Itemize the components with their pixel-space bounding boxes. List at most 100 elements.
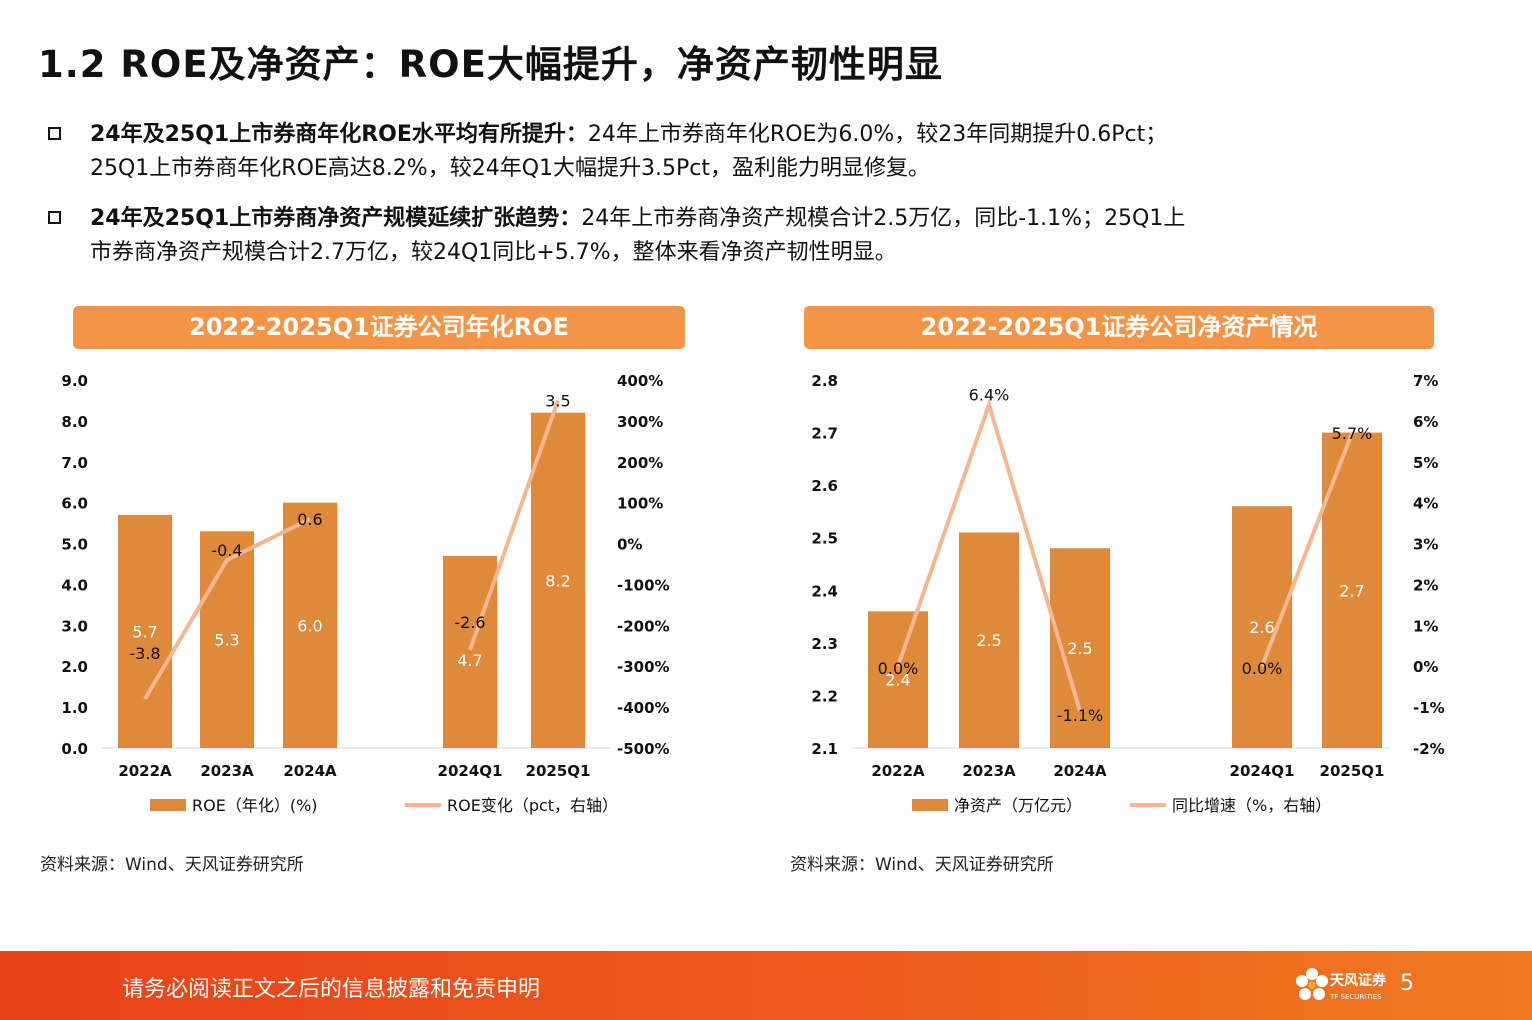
bullet-roe-text-2: 25Q1上市券商年化ROE高达8.2%，较24年Q1大幅提升3.5Pct，盈利能… — [90, 156, 930, 181]
page-title: 1.2 ROE及净资产：ROE大幅提升，净资产韧性明显 — [38, 43, 943, 86]
bar-value-label: 8.2 — [545, 571, 570, 590]
bar-value-label: 2.6 — [1249, 618, 1274, 637]
bar-value-label: 2.7 — [1339, 581, 1364, 600]
y-left-tick-label: 2.0 — [61, 658, 88, 676]
legend-bar-label: ROE（年化）(%) — [192, 796, 318, 815]
chart-net-assets: 2.1 2.2 2.3 2.4 2.5 2.6 2.7 2.8 -2% -1% 0% 1% 2% 3% 4%… — [811, 372, 1445, 815]
y-right-tick-label: 1% — [1413, 617, 1438, 635]
y-left-tick-label: 2.1 — [811, 740, 838, 758]
legend-line-label: ROE变化（pct，右轴） — [447, 796, 618, 815]
x-category-label: 2024A — [1053, 762, 1107, 780]
checkbox-square-icon — [48, 127, 61, 140]
line-series — [468, 399, 560, 651]
bullet-roe-text-1: 24年上市券商年化ROE为6.0%，较23年同期提升0.6Pct； — [587, 122, 1168, 147]
y-right-tick-label: -400% — [617, 699, 670, 717]
y-right-tick-label: 3% — [1413, 536, 1438, 554]
x-category-label: 2022A — [871, 762, 925, 780]
x-category-label: 2024A — [283, 762, 337, 780]
y-right-tick-label: 6% — [1413, 413, 1438, 431]
bar-value-label: 2.5 — [1067, 639, 1092, 658]
bar — [1232, 506, 1292, 748]
bullet-net-assets-text-2: 市券商净资产规模合计2.7万亿，较24Q1同比+5.7%，整体来看净资产韧性明显… — [90, 240, 897, 265]
legend-bar-swatch — [912, 799, 948, 811]
y-left-tick-label: 2.4 — [811, 582, 838, 600]
legend-bar-swatch — [150, 799, 186, 811]
y-right-tick-label: -500% — [617, 740, 670, 758]
line-series — [143, 517, 311, 700]
line-series — [896, 398, 1082, 712]
bar — [200, 531, 254, 748]
y-right-tick-label: 100% — [617, 495, 663, 513]
y-right-tick-label: 0% — [617, 536, 642, 554]
page-number: 5 — [1400, 971, 1414, 996]
y-right-tick-label: -100% — [617, 576, 670, 594]
y-left-tick-label: 2.8 — [811, 372, 838, 390]
y-left-tick-label: 2.2 — [811, 687, 838, 705]
x-category-label: 2024Q1 — [1230, 762, 1295, 780]
chart-net-assets-title: 2022-2025Q1证券公司净资产情况 — [804, 306, 1434, 349]
bullet-roe-heading: 24年及25Q1上市券商年化ROE水平均有所提升： — [90, 122, 588, 147]
y-left-tick-label: 5.0 — [61, 536, 88, 554]
logo-sub: TF SECURITIES — [1329, 993, 1382, 1001]
y-left-tick-label: 2.6 — [811, 477, 838, 495]
x-category-label: 2025Q1 — [526, 762, 591, 780]
line-value-label: 0.0% — [878, 659, 919, 678]
line-value-label: -1.1% — [1057, 706, 1103, 725]
y-left-tick-label: 4.0 — [61, 576, 88, 594]
y-left-tick-label: 0.0 — [61, 740, 88, 758]
y-left-tick-label: 9.0 — [61, 372, 88, 390]
y-left-tick-label: 7.0 — [61, 454, 88, 472]
checkbox-square-icon — [48, 211, 61, 224]
y-right-tick-label: 400% — [617, 372, 663, 390]
y-left-tick-label: 1.0 — [61, 699, 88, 717]
line-value-label: -0.4 — [211, 541, 242, 560]
y-left-tick-label: 2.3 — [811, 635, 838, 653]
bullet-net-assets-heading: 24年及25Q1上市券商净资产规模延续扩张趋势： — [90, 206, 582, 231]
bar — [443, 555, 497, 748]
x-category-label: 2024Q1 — [438, 762, 503, 780]
y-left-tick-label: 8.0 — [61, 413, 88, 431]
bar-value-label: 5.7 — [132, 622, 157, 641]
bar-value-label: 2.4 — [885, 671, 910, 690]
brand-logo: 天风证券 TF SECURITIES — [1292, 963, 1396, 1007]
bar-value-label: 2.5 — [976, 631, 1001, 650]
bar-value-label: 4.7 — [457, 651, 482, 670]
y-right-tick-label: 200% — [617, 454, 663, 472]
chart-roe-title: 2022-2025Q1证券公司年化ROE — [73, 306, 685, 349]
x-category-label: 2022A — [118, 762, 172, 780]
y-left-tick-label: 2.5 — [811, 530, 838, 548]
y-left-tick-label: 3.0 — [61, 617, 88, 635]
y-left-tick-label: 2.7 — [811, 425, 838, 443]
footer-disclaimer: 请务必阅读正文之后的信息披露和免责申明 — [122, 977, 541, 1002]
line-value-label: 6.4% — [969, 386, 1010, 405]
line-value-label: -3.8 — [129, 644, 160, 663]
y-right-tick-label: 2% — [1413, 576, 1438, 594]
x-category-label: 2023A — [962, 762, 1016, 780]
bar-value-label: 5.3 — [214, 631, 239, 650]
line-value-label: 0.0% — [1242, 659, 1283, 678]
footer-bar: 请务必阅读正文之后的信息披露和免责申明 5 — [0, 951, 1532, 1020]
y-right-tick-label: 300% — [617, 413, 663, 431]
chart-roe: 0.0 1.0 2.0 3.0 4.0 5.0 6.0 7.0 8.0 9.0 -500% -400%… — [61, 372, 670, 815]
y-right-tick-label: -2% — [1413, 740, 1445, 758]
y-right-tick-label: -200% — [617, 617, 670, 635]
line-value-label: 5.7% — [1332, 424, 1373, 443]
bar — [959, 532, 1019, 748]
bar-value-label: 6.0 — [297, 616, 322, 635]
y-right-tick-label: 0% — [1413, 658, 1438, 676]
bar — [531, 412, 585, 748]
bar — [283, 502, 337, 748]
line-value-label: 0.6 — [297, 510, 322, 529]
line-value-label: -2.6 — [454, 613, 485, 632]
bullet-net-assets: 24年及25Q1上市券商净资产规模延续扩张趋势：24年上市券商净资产规模合计2.… — [48, 202, 1468, 270]
bullet-net-assets-text-1: 24年上市券商净资产规模合计2.5万亿，同比-1.1%；25Q1上 — [581, 206, 1186, 231]
y-right-tick-label: 7% — [1413, 372, 1438, 390]
x-category-label: 2023A — [200, 762, 254, 780]
logo-name: 天风证券 — [1330, 972, 1387, 989]
y-right-tick-label: 4% — [1413, 495, 1438, 513]
bar — [868, 611, 928, 748]
source-note-right: 资料来源：Wind、天风证券研究所 — [790, 855, 1054, 875]
legend-line-label: 同比增速（%，右轴） — [1172, 796, 1331, 815]
flower-logo-icon — [1296, 968, 1328, 1000]
y-right-tick-label: -1% — [1413, 699, 1445, 717]
